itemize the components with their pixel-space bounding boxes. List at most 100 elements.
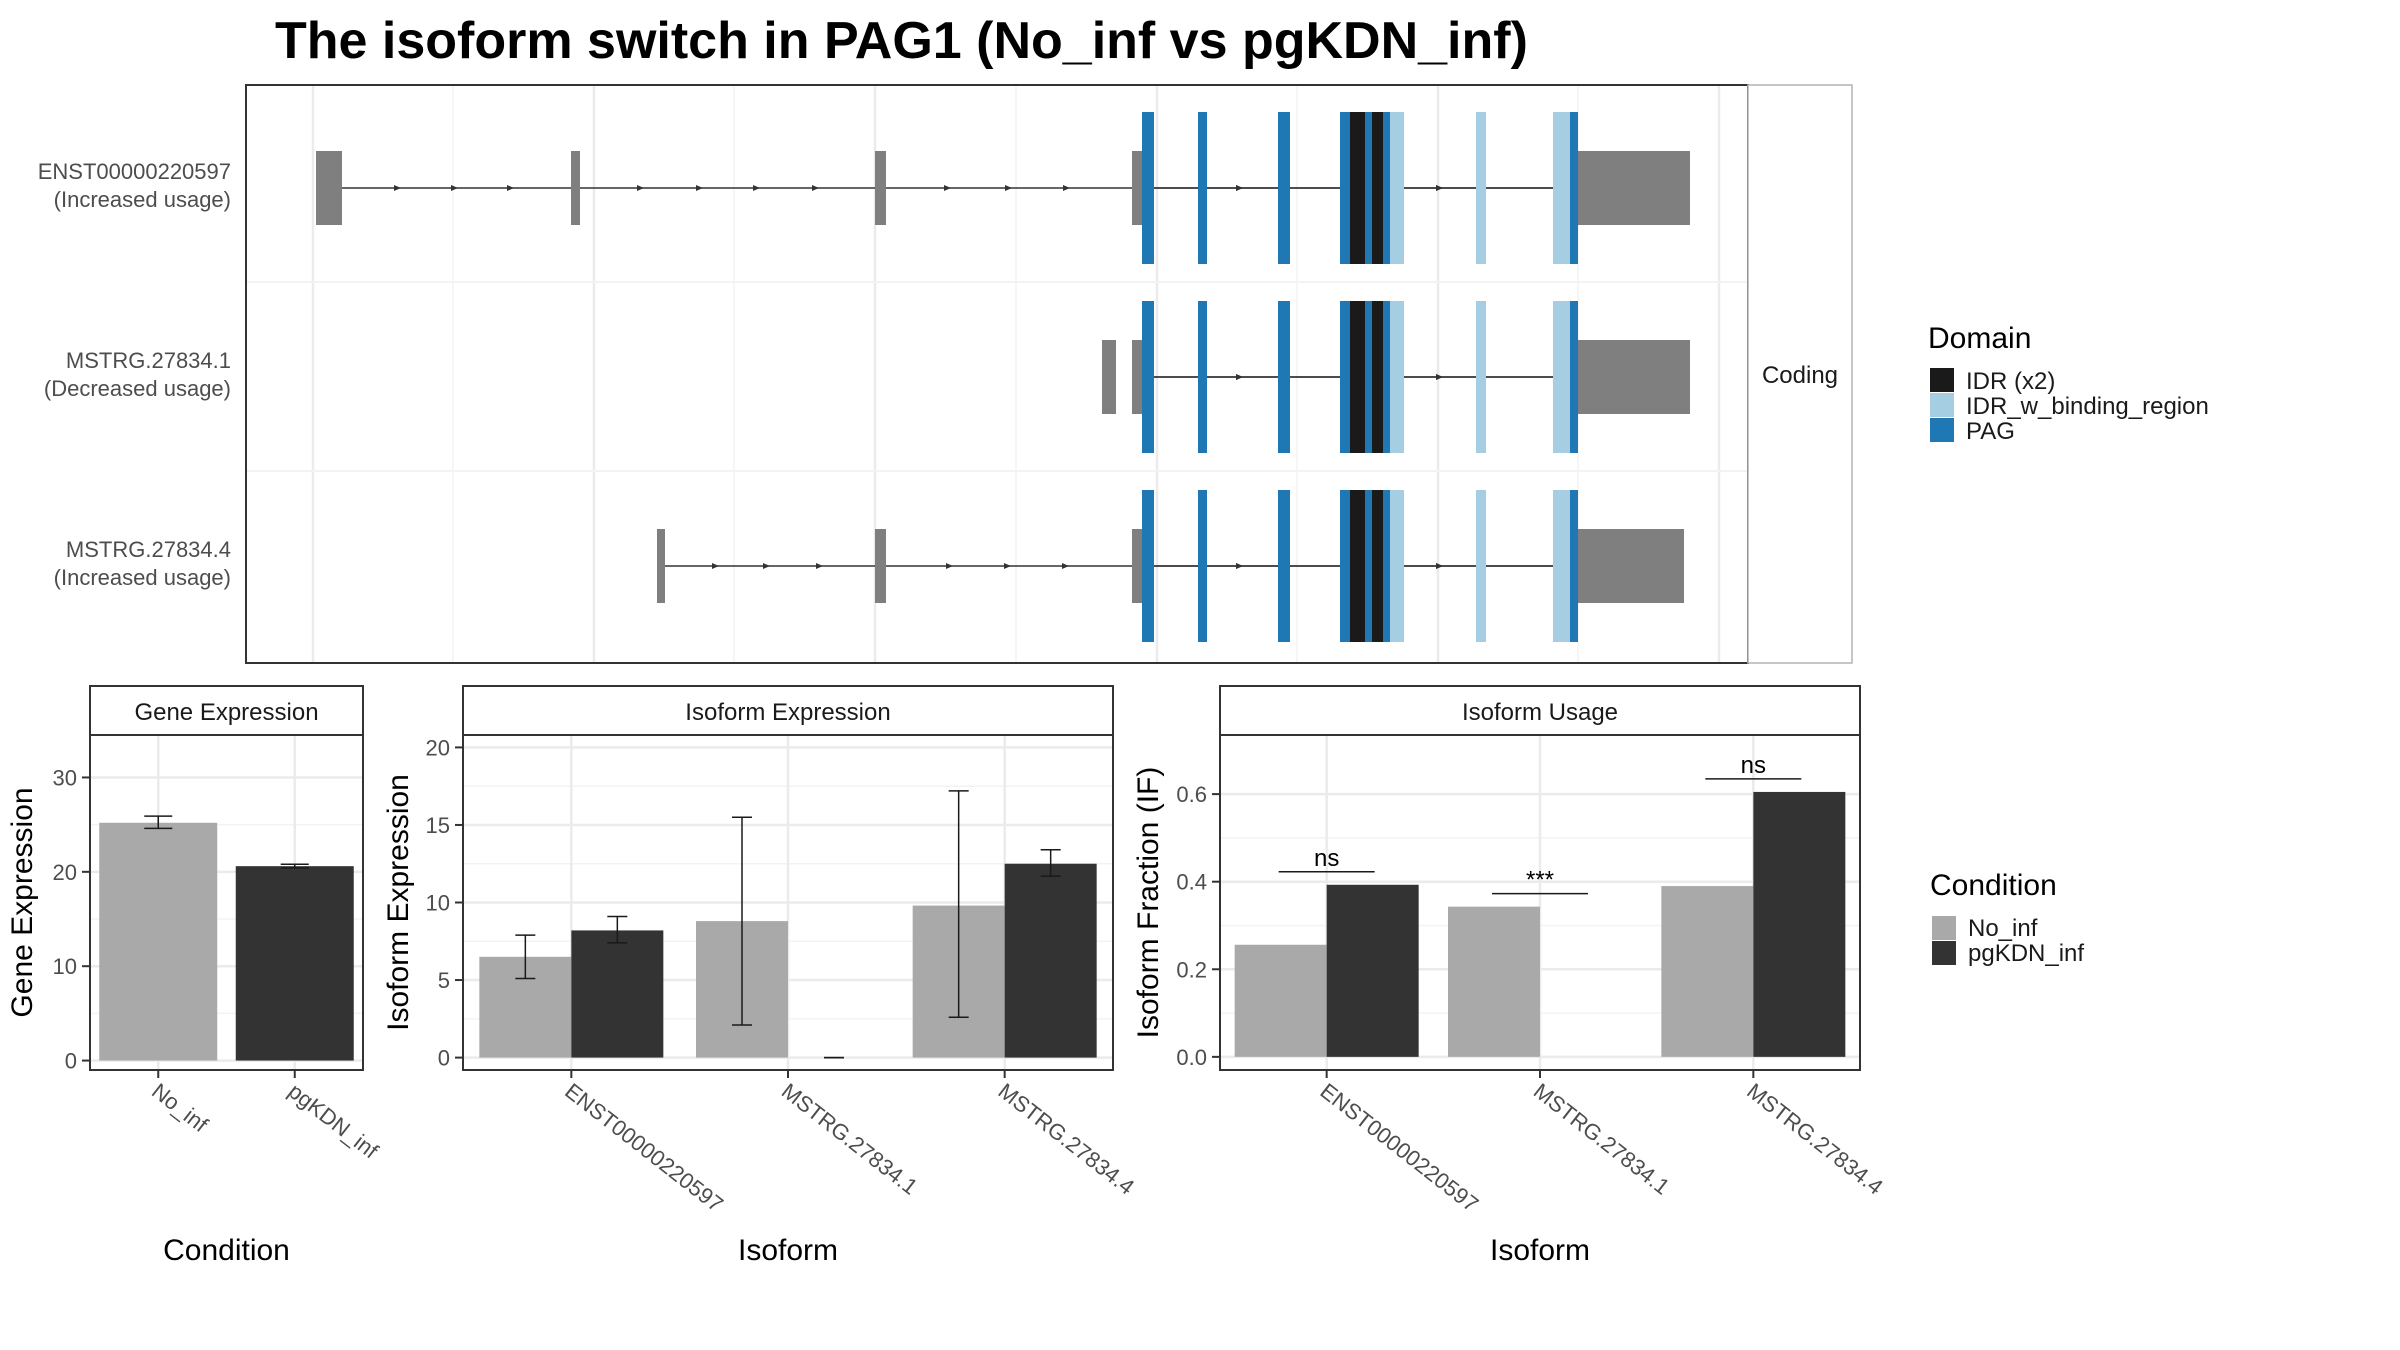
panel-strip-title: Isoform Usage xyxy=(1462,699,1618,726)
isoform-label-id: MSTRG.27834.1 xyxy=(66,348,231,373)
utr-exon xyxy=(1102,340,1116,414)
isoform-structure-panel: Coding ENST00000220597 (Increased usage) M… xyxy=(38,84,1853,664)
domain-legend: Domain IDR (x2) IDR_w_binding_region PAG xyxy=(1928,322,2209,445)
domain-exon xyxy=(1383,112,1390,264)
error-bar-no-inf-mstrg-27834-1 xyxy=(732,816,752,1026)
intron-arrow xyxy=(1004,563,1011,569)
bar-pgkdn-inf-mstrg-27834-4 xyxy=(1004,863,1097,1058)
domain-exon xyxy=(1390,490,1404,642)
x-tick-label-mstrg-27834-4: MSTRG.27834.4 xyxy=(1742,1078,1887,1199)
domain-exon xyxy=(1142,112,1154,264)
significance-label: *** xyxy=(1526,867,1554,894)
x-tick-label-enst00000220597: ENST00000220597 xyxy=(560,1078,728,1217)
intron-arrow xyxy=(394,185,401,191)
bar-pgkdn-inf xyxy=(235,866,354,1061)
utr-exon xyxy=(316,151,342,225)
intron-arrow xyxy=(812,185,819,191)
legend-label-idr-binding: IDR_w_binding_region xyxy=(1966,393,2209,420)
panel-strip-title: Isoform Expression xyxy=(685,699,890,726)
intron-arrow xyxy=(816,563,823,569)
y-tick-label: 5 xyxy=(438,968,450,993)
x-tick-label-mstrg-27834-1: MSTRG.27834.1 xyxy=(1529,1078,1674,1199)
y-axis-title: Gene Expression xyxy=(6,787,39,1017)
domain-exon xyxy=(1365,490,1372,642)
domain-exon xyxy=(1372,112,1383,264)
intron-arrow xyxy=(696,185,703,191)
utr-exon-3prime xyxy=(1578,529,1684,603)
domain-exon xyxy=(1476,490,1486,642)
intron-arrow xyxy=(637,185,644,191)
legend-key-pgkdn-inf xyxy=(1932,941,1956,965)
domain-exon xyxy=(1278,301,1290,453)
bar-no-inf-enst00000220597 xyxy=(1234,944,1327,1057)
isoform-label-usage: (Increased usage) xyxy=(54,565,231,590)
domain-exon xyxy=(1350,301,1365,453)
panel-strip xyxy=(1219,685,1861,736)
domain-exon xyxy=(1476,112,1486,264)
domain-exon xyxy=(1390,301,1404,453)
domain-exon xyxy=(1198,301,1207,453)
intron-arrow xyxy=(1236,374,1243,380)
domain-exon xyxy=(1476,301,1486,453)
intron-arrow xyxy=(946,563,953,569)
utr-exon xyxy=(875,151,886,225)
facet-strip-label: Coding xyxy=(1762,362,1838,389)
isoform-label-usage: (Increased usage) xyxy=(54,187,231,212)
y-tick-label: 20 xyxy=(53,860,77,885)
domain-exon xyxy=(1383,490,1390,642)
x-tick-label-no-inf: No_inf xyxy=(147,1078,213,1137)
legend-label-no-inf: No_inf xyxy=(1968,915,2038,942)
domain-exon xyxy=(1553,112,1570,264)
y-tick-label: 0.4 xyxy=(1176,870,1207,895)
domain-exon xyxy=(1570,112,1578,264)
y-tick-label: 0 xyxy=(65,1049,77,1074)
domain-exon xyxy=(1340,490,1350,642)
y-axis-title: Isoform Expression xyxy=(382,774,415,1031)
intron-arrow xyxy=(1236,563,1243,569)
domain-exon xyxy=(1350,490,1365,642)
legend-label-pgkdn-inf: pgKDN_inf xyxy=(1968,940,2084,967)
legend-key-idr xyxy=(1930,368,1954,392)
isoform-track-mstrg-27834-1 xyxy=(1102,301,1690,453)
isoform-labels: ENST00000220597 (Increased usage) MSTRG.27… xyxy=(38,159,231,590)
domain-exon xyxy=(1278,490,1290,642)
intron-arrow xyxy=(753,185,760,191)
domain-exon xyxy=(1142,301,1154,453)
domain-exon xyxy=(1350,112,1365,264)
bar-no-inf-mstrg-27834-4 xyxy=(1661,886,1754,1057)
bar-pgkdn-inf-enst00000220597 xyxy=(571,930,664,1058)
y-tick-label: 0 xyxy=(438,1046,450,1071)
y-tick-label: 30 xyxy=(53,765,77,790)
error-bar-pgkdn-inf xyxy=(280,863,309,869)
domain-exon xyxy=(1372,490,1383,642)
utr-exon xyxy=(657,529,665,603)
isoform-usage-chart: ns *** ns Isoform Usage 0.0 0.2 0.4 0.6 ENST0000… xyxy=(1132,685,1888,1267)
panel-strip-title: Gene Expression xyxy=(134,699,318,726)
intron-arrow xyxy=(1436,563,1443,569)
domain-exon xyxy=(1198,490,1207,642)
x-tick-label-mstrg-27834-1: MSTRG.27834.1 xyxy=(777,1078,922,1199)
domain-exon xyxy=(1365,112,1372,264)
intron-arrow xyxy=(1063,185,1070,191)
structure-tracks xyxy=(316,112,1690,642)
y-tick-label: 20 xyxy=(426,735,450,760)
y-tick-label: 0.0 xyxy=(1176,1045,1207,1070)
significance-label: ns xyxy=(1314,845,1339,872)
legend-key-idr-binding xyxy=(1930,393,1954,417)
intron-arrow xyxy=(712,563,719,569)
error-bar-no-inf-mstrg-27834-4 xyxy=(948,790,969,1019)
x-axis-title: Isoform xyxy=(738,1234,838,1267)
x-axis-title: Isoform xyxy=(1490,1234,1590,1267)
x-axis-title: Condition xyxy=(163,1234,290,1267)
legend-key-pag xyxy=(1930,418,1954,442)
bar-no-inf xyxy=(99,822,218,1061)
isoform-label-id: MSTRG.27834.4 xyxy=(66,537,231,562)
figure-title: The isoform switch in PAG1 (No_inf vs pg… xyxy=(275,12,1528,70)
y-axis-title: Isoform Fraction (IF) xyxy=(1132,767,1165,1039)
domain-exon xyxy=(1390,112,1404,264)
isoform-track-enst00000220597 xyxy=(316,112,1690,264)
domain-exon xyxy=(1570,490,1578,642)
utr-exon xyxy=(1132,340,1144,414)
domain-exon xyxy=(1553,301,1570,453)
intron-arrow xyxy=(451,185,458,191)
